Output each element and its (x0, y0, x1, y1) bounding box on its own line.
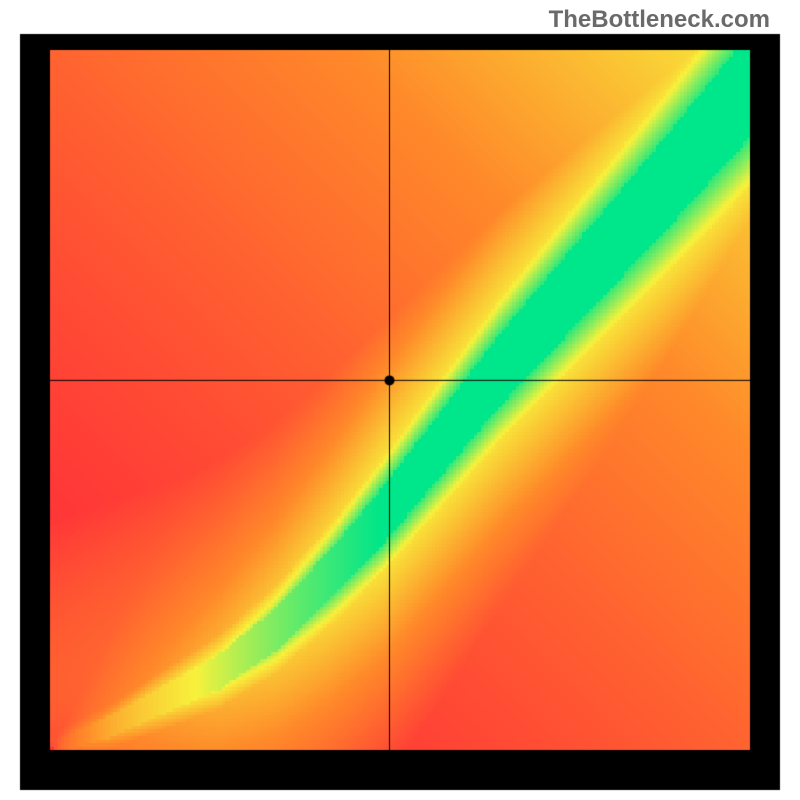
chart-container: TheBottleneck.com (0, 0, 800, 800)
heatmap-canvas (0, 0, 800, 800)
watermark-text: TheBottleneck.com (549, 6, 770, 34)
